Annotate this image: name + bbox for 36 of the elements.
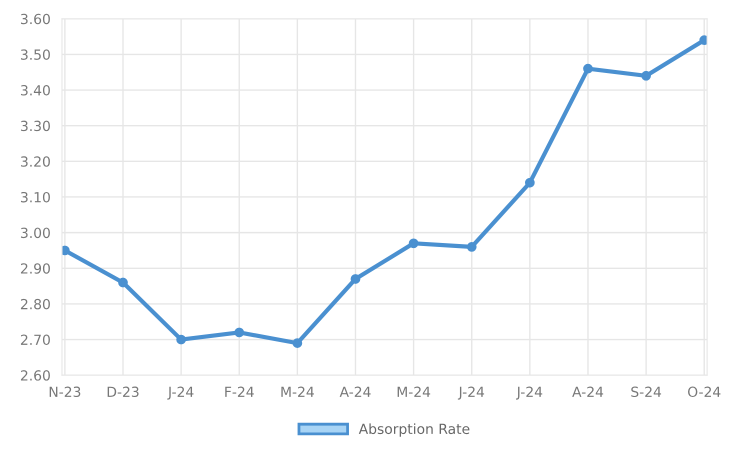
point xyxy=(466,242,477,252)
y-tick-label: 3.10 xyxy=(20,192,50,202)
x-tick-label: S-24 xyxy=(631,386,662,398)
x-tick-label: M-24 xyxy=(281,386,314,397)
x-tick-label: D-23 xyxy=(108,386,139,398)
y-tick-label: 3.50 xyxy=(20,49,50,60)
y-tick-label: 2.90 xyxy=(20,263,50,274)
x-tick-label: N-23 xyxy=(50,386,80,398)
y-tick-label: 2.60 xyxy=(20,370,50,381)
legend-label: Absorption Rate xyxy=(358,423,470,437)
point xyxy=(118,278,128,288)
point xyxy=(583,64,593,74)
point xyxy=(234,328,244,338)
point xyxy=(641,70,651,81)
x-tick-label: O-24 xyxy=(688,386,720,398)
y-tick-label: 3.30 xyxy=(20,120,50,132)
x-tick-label: J-24 xyxy=(516,386,542,400)
y-tick-label: 3.20 xyxy=(20,156,50,167)
y-tick-label: 3.40 xyxy=(20,85,50,96)
y-tick-label: 3.00 xyxy=(20,228,50,238)
point xyxy=(292,338,302,348)
point xyxy=(699,35,708,46)
x-tick-label: J-24 xyxy=(167,386,194,400)
point xyxy=(408,238,418,248)
y-tick-label: 2.70 xyxy=(20,334,50,346)
x-tick-label: A-24 xyxy=(572,386,604,397)
x-tick-label: A-24 xyxy=(340,386,371,397)
x-tick-label: M-24 xyxy=(398,386,430,397)
y-tick-label: 2.80 xyxy=(20,298,50,310)
point xyxy=(62,246,70,256)
point xyxy=(176,334,186,344)
y-tick-label: 3.60 xyxy=(20,14,50,24)
x-tick-label: F-24 xyxy=(225,386,254,397)
point xyxy=(350,274,360,284)
point xyxy=(524,178,535,188)
x-tick-label: J-24 xyxy=(458,386,484,400)
